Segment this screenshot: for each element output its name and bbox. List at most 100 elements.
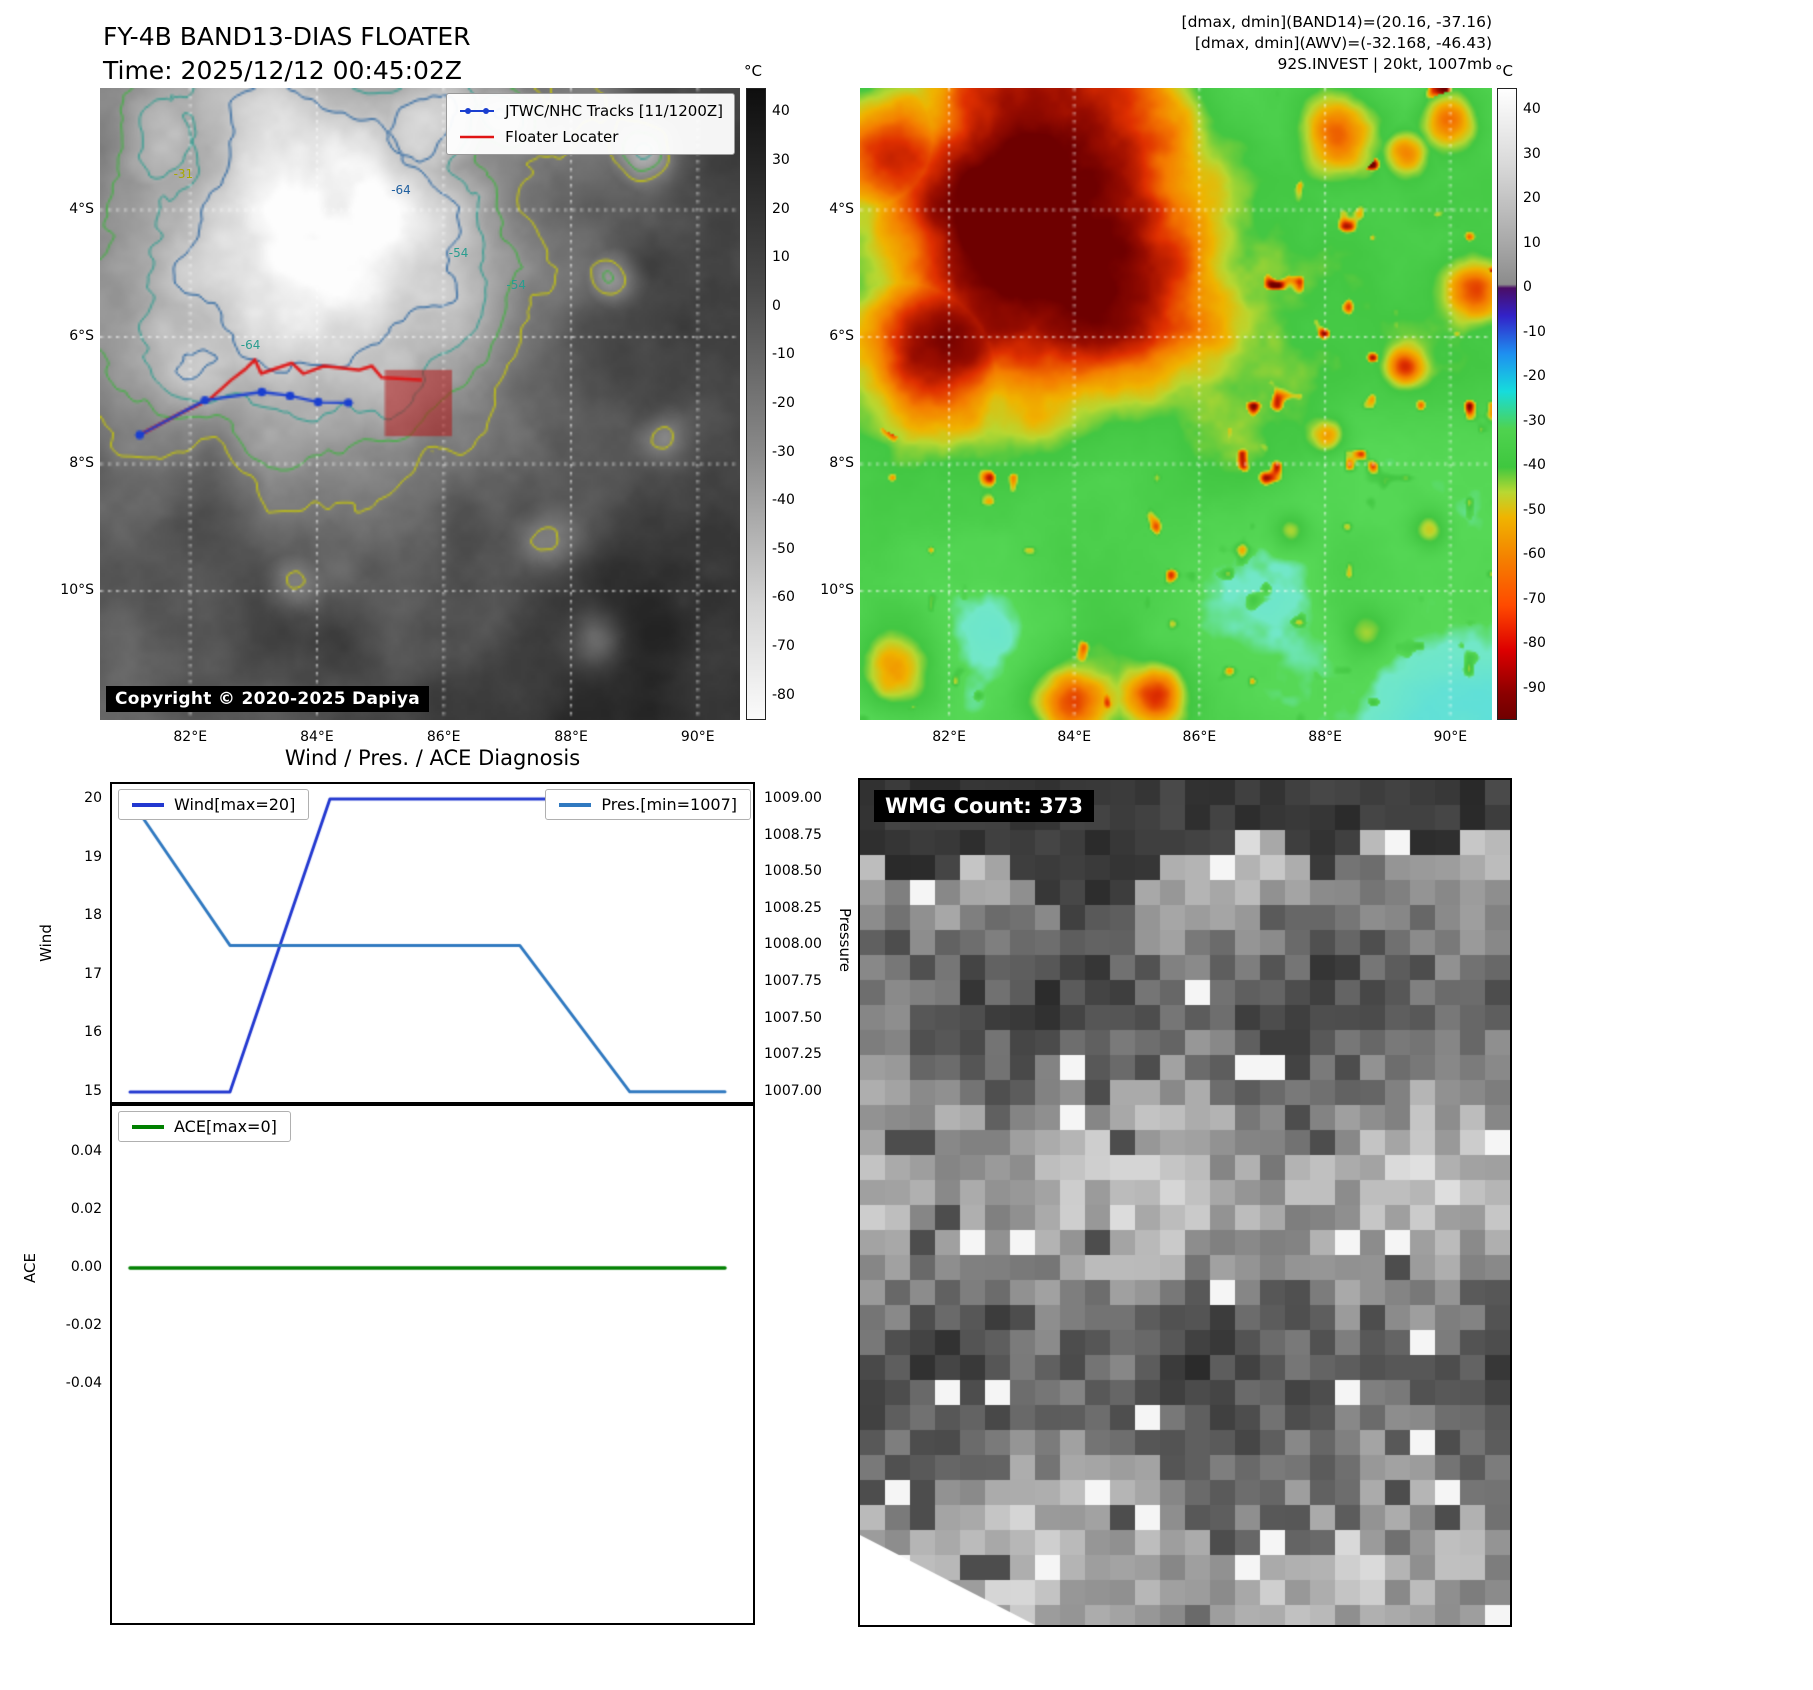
ir-title-line1: FY-4B BAND13-DIAS FLOATER bbox=[103, 22, 471, 51]
ir-lon-tick-label: 82°E bbox=[173, 729, 208, 745]
awv-lon-tick-label: 86°E bbox=[1182, 729, 1217, 745]
ir-title-time: Time: 2025/12/12 00:45:02Z bbox=[103, 56, 462, 85]
pressure-y-tick-label: 1009.00 bbox=[764, 790, 822, 806]
pressure-y-tick-label: 1007.75 bbox=[764, 973, 822, 989]
awv-colorbar-tick-label: -80 bbox=[1523, 635, 1546, 652]
awv-colorbar-tick-label: -10 bbox=[1523, 323, 1546, 340]
ir-colorbar-tick-label: -60 bbox=[772, 589, 795, 606]
awv-satellite-map bbox=[860, 88, 1492, 720]
ir-colorbar-tick-label: -40 bbox=[772, 492, 795, 509]
awv-colorbar-tick-label: 10 bbox=[1523, 234, 1541, 251]
wind-legend: Wind[max=20] bbox=[118, 789, 310, 820]
awv-colorbar-tick-label: -70 bbox=[1523, 590, 1546, 607]
ir-satellite-canvas bbox=[100, 88, 740, 720]
ir-lat-tick-label: 6°S bbox=[69, 328, 94, 344]
wind-y-tick-label: 20 bbox=[84, 790, 102, 806]
ir-lon-tick-label: 88°E bbox=[554, 729, 588, 745]
ace-legend-label: ACE[max=0] bbox=[174, 1117, 277, 1136]
awv-colorbar-tick-label: 40 bbox=[1523, 101, 1541, 118]
awv-lon-tick-label: 84°E bbox=[1057, 729, 1092, 745]
wind-y-tick-label: 19 bbox=[84, 848, 102, 865]
legend-row-track: JTWC/NHC Tracks [11/1200Z] bbox=[458, 102, 723, 120]
ir-satellite-map: JTWC/NHC Tracks [11/1200Z] Floater Locat… bbox=[100, 88, 740, 720]
ir-colorbar-tick-label: -50 bbox=[772, 540, 795, 557]
ir-colorbar-tick-label: 40 bbox=[772, 103, 790, 120]
ace-y-tick-label: -0.02 bbox=[65, 1317, 102, 1333]
contour-label: -54 bbox=[506, 277, 526, 292]
pressure-axis-label: Pressure bbox=[836, 907, 854, 973]
ir-colorbar-tick-label: 10 bbox=[772, 249, 790, 266]
pressure-legend: Pres.[min=1007] bbox=[545, 789, 751, 820]
pressure-y-tick-label: 1008.00 bbox=[764, 936, 822, 953]
awv-lat-tick-label: 4°S bbox=[829, 200, 854, 217]
contour-label: -31 bbox=[173, 167, 194, 181]
awv-colorbar-tick-label: -60 bbox=[1523, 546, 1546, 563]
awv-colorbar-tick-label: -50 bbox=[1523, 501, 1546, 518]
wind-y-tick-label: 15 bbox=[84, 1083, 102, 1099]
awv-colorbar-tick-label: 0 bbox=[1523, 279, 1532, 296]
ir-lon-tick-label: 86°E bbox=[426, 729, 461, 745]
awv-lat-tick-label: 10°S bbox=[820, 582, 854, 599]
track-line-icon bbox=[460, 108, 495, 114]
ace-canvas bbox=[112, 1106, 753, 1623]
floater-line-icon bbox=[460, 135, 495, 139]
awv-colorbar-tick-label: -90 bbox=[1523, 679, 1546, 696]
ir-panel-title: FY-4B BAND13-DIAS FLOATER Time: 2025/12/… bbox=[103, 20, 471, 88]
ir-lon-tick-label: 84°E bbox=[300, 729, 334, 745]
ir-lat-tick-label: 10°S bbox=[60, 582, 94, 599]
wind-axis-label: Wind bbox=[37, 924, 55, 962]
ir-colorbar-tick-label: 20 bbox=[772, 200, 790, 217]
ace-legend: ACE[max=0] bbox=[118, 1111, 291, 1142]
wind-y-tick-label: 16 bbox=[84, 1024, 102, 1041]
awv-lon-tick-label: 90°E bbox=[1433, 729, 1468, 745]
wmg-pixel-canvas bbox=[860, 780, 1510, 1625]
copyright-label: Copyright © 2020-2025 Dapiya bbox=[106, 686, 429, 712]
wind-pressure-canvas bbox=[112, 784, 753, 1102]
ace-axis-label: ACE bbox=[21, 1253, 39, 1283]
awv-header-line1: [dmax, dmin](BAND14)=(20.16, -37.16) bbox=[1181, 13, 1492, 31]
awv-colorbar-tick-label: 20 bbox=[1523, 190, 1541, 207]
awv-colorbar-tick-label: -40 bbox=[1523, 457, 1546, 474]
ace-y-tick-label: 0.00 bbox=[70, 1259, 102, 1275]
pressure-line-icon bbox=[559, 802, 592, 807]
wind-y-tick-label: 17 bbox=[84, 965, 102, 982]
pressure-legend-label: Pres.[min=1007] bbox=[601, 795, 737, 814]
pressure-y-tick-label: 1008.25 bbox=[764, 899, 822, 916]
ir-colorbar-tick-label: 0 bbox=[772, 297, 781, 314]
ace-y-tick-label: 0.04 bbox=[70, 1143, 102, 1159]
track-legend-label: JTWC/NHC Tracks [11/1200Z] bbox=[505, 102, 723, 120]
awv-header-line2: [dmax, dmin](AWV)=(-32.168, -46.43) bbox=[1194, 34, 1492, 52]
wind-legend-label: Wind[max=20] bbox=[174, 795, 296, 814]
wmg-panel: WMG Count: 373 bbox=[858, 778, 1512, 1627]
awv-lat-tick-label: 8°S bbox=[829, 455, 854, 472]
wind-y-tick-label: 18 bbox=[84, 907, 102, 924]
contour-label: -54 bbox=[448, 246, 469, 260]
pressure-y-tick-label: 1007.25 bbox=[764, 1046, 822, 1063]
awv-header: [dmax, dmin](BAND14)=(20.16, -37.16) [dm… bbox=[1000, 12, 1492, 75]
awv-colorbar-tick-label: -20 bbox=[1523, 368, 1546, 385]
ace-y-tick-label: 0.02 bbox=[70, 1201, 102, 1217]
wind-pressure-plot bbox=[110, 782, 755, 1104]
awv-lon-tick-label: 88°E bbox=[1308, 729, 1342, 745]
ir-colorbar bbox=[746, 88, 766, 720]
awv-colorbar-tick-label: -30 bbox=[1523, 412, 1546, 429]
pressure-y-tick-label: 1007.50 bbox=[764, 1009, 822, 1026]
ir-colorbar-unit: °C bbox=[744, 62, 762, 80]
ir-colorbar-tick-label: -80 bbox=[772, 686, 795, 703]
legend-row-floater: Floater Locater bbox=[458, 128, 723, 146]
ir-colorbar-tick-label: -30 bbox=[772, 443, 795, 460]
ace-plot bbox=[110, 1104, 755, 1625]
awv-lat-tick-label: 6°S bbox=[829, 328, 854, 344]
ace-y-tick-label: -0.04 bbox=[65, 1375, 102, 1391]
floater-legend-label: Floater Locater bbox=[505, 128, 619, 146]
awv-colorbar bbox=[1497, 88, 1517, 720]
pressure-y-tick-label: 1007.00 bbox=[764, 1082, 822, 1099]
ir-lat-tick-label: 4°S bbox=[69, 200, 94, 217]
awv-colorbar-unit: °C bbox=[1495, 62, 1513, 80]
ir-colorbar-tick-label: 30 bbox=[772, 151, 790, 168]
contour-label: -64 bbox=[240, 337, 261, 352]
ir-colorbar-tick-label: -10 bbox=[772, 346, 795, 363]
ir-lon-tick-label: 90°E bbox=[680, 729, 715, 745]
wmg-count-label: WMG Count: 373 bbox=[874, 790, 1094, 822]
